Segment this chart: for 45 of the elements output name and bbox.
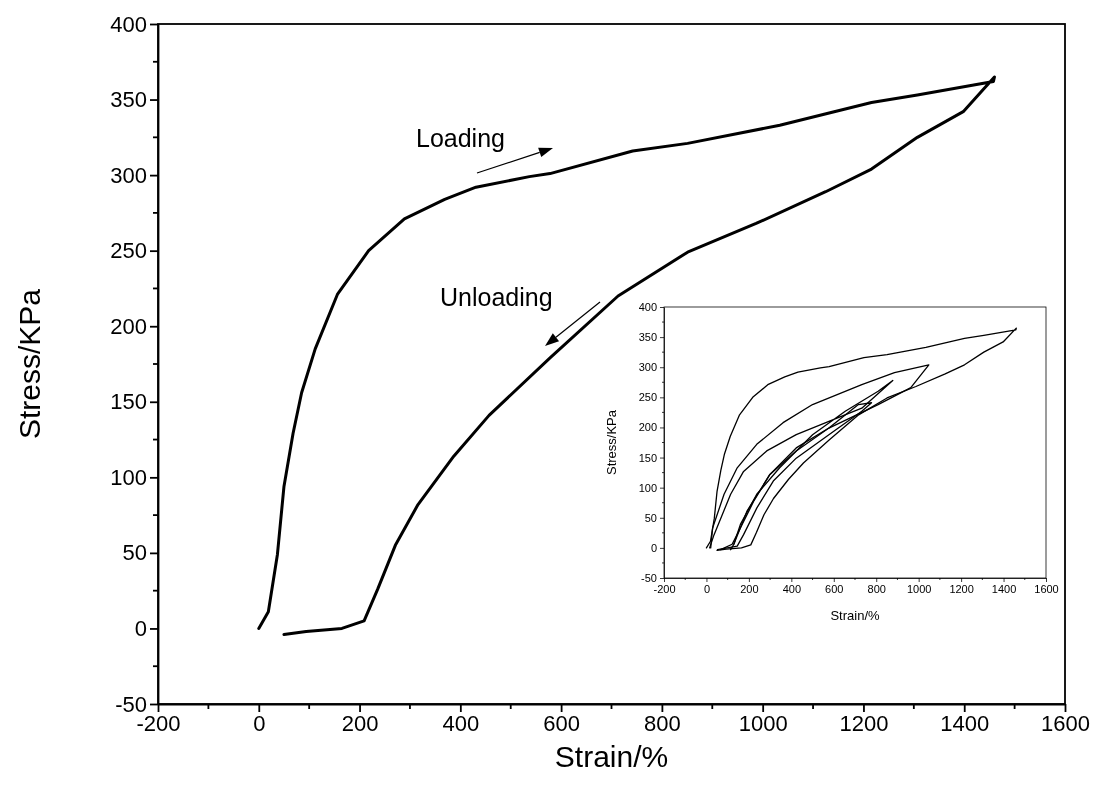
x-tick-label: 1400 bbox=[991, 582, 1017, 595]
x-tick-label: 800 bbox=[644, 710, 681, 736]
y-tick-label: 400 bbox=[110, 11, 147, 37]
y-tick-label: 350 bbox=[110, 87, 147, 113]
y-tick-label: 350 bbox=[638, 331, 657, 344]
y-tick-label: 100 bbox=[110, 464, 147, 490]
y-tick-label: 250 bbox=[110, 238, 147, 264]
y-tick-label: 50 bbox=[644, 511, 657, 524]
y-tick-label: 400 bbox=[638, 301, 657, 314]
y-tick-label: 50 bbox=[122, 540, 147, 566]
y-axis-title: Stress/KPa bbox=[13, 288, 46, 440]
y-tick-label: 300 bbox=[110, 162, 147, 188]
y-tick-label: 300 bbox=[638, 361, 657, 374]
x-axis-title: Strain/% bbox=[554, 740, 669, 773]
y-tick-label: -50 bbox=[115, 691, 147, 717]
annotation: Loading bbox=[416, 124, 505, 152]
x-tick-label: 200 bbox=[740, 582, 759, 595]
y-tick-label: 100 bbox=[638, 481, 657, 494]
x-axis-title: Strain/% bbox=[830, 607, 880, 623]
x-tick-label: 400 bbox=[442, 710, 480, 736]
y-tick-label: 250 bbox=[638, 391, 657, 404]
x-tick-label: 200 bbox=[341, 710, 379, 736]
x-tick-label: 600 bbox=[543, 710, 580, 736]
annotation: Unloading bbox=[440, 283, 553, 311]
x-tick-label: 1000 bbox=[738, 710, 788, 736]
x-tick-label: 1000 bbox=[906, 582, 932, 595]
x-tick-label: 1600 bbox=[1041, 710, 1090, 736]
x-tick-label: 1200 bbox=[949, 582, 974, 595]
x-tick-label: 1400 bbox=[940, 710, 990, 736]
x-tick-label: -200 bbox=[653, 582, 676, 595]
y-tick-label: 150 bbox=[638, 451, 657, 464]
x-tick-label: 800 bbox=[867, 582, 886, 595]
x-tick-label: 1200 bbox=[839, 710, 889, 736]
y-tick-label: 150 bbox=[110, 389, 147, 415]
y-axis-title: Stress/KPa bbox=[604, 409, 619, 476]
x-tick-label: 600 bbox=[825, 582, 844, 595]
x-tick-label: 0 bbox=[253, 710, 266, 736]
y-tick-label: -50 bbox=[641, 572, 657, 585]
y-tick-label: 200 bbox=[638, 421, 657, 434]
x-tick-label: 0 bbox=[703, 582, 711, 595]
y-tick-label: 0 bbox=[134, 615, 147, 641]
x-tick-label: 1600 bbox=[1034, 582, 1059, 595]
x-tick-label: 400 bbox=[782, 582, 802, 595]
y-tick-label: 200 bbox=[110, 313, 147, 339]
y-tick-label: 0 bbox=[650, 541, 657, 554]
